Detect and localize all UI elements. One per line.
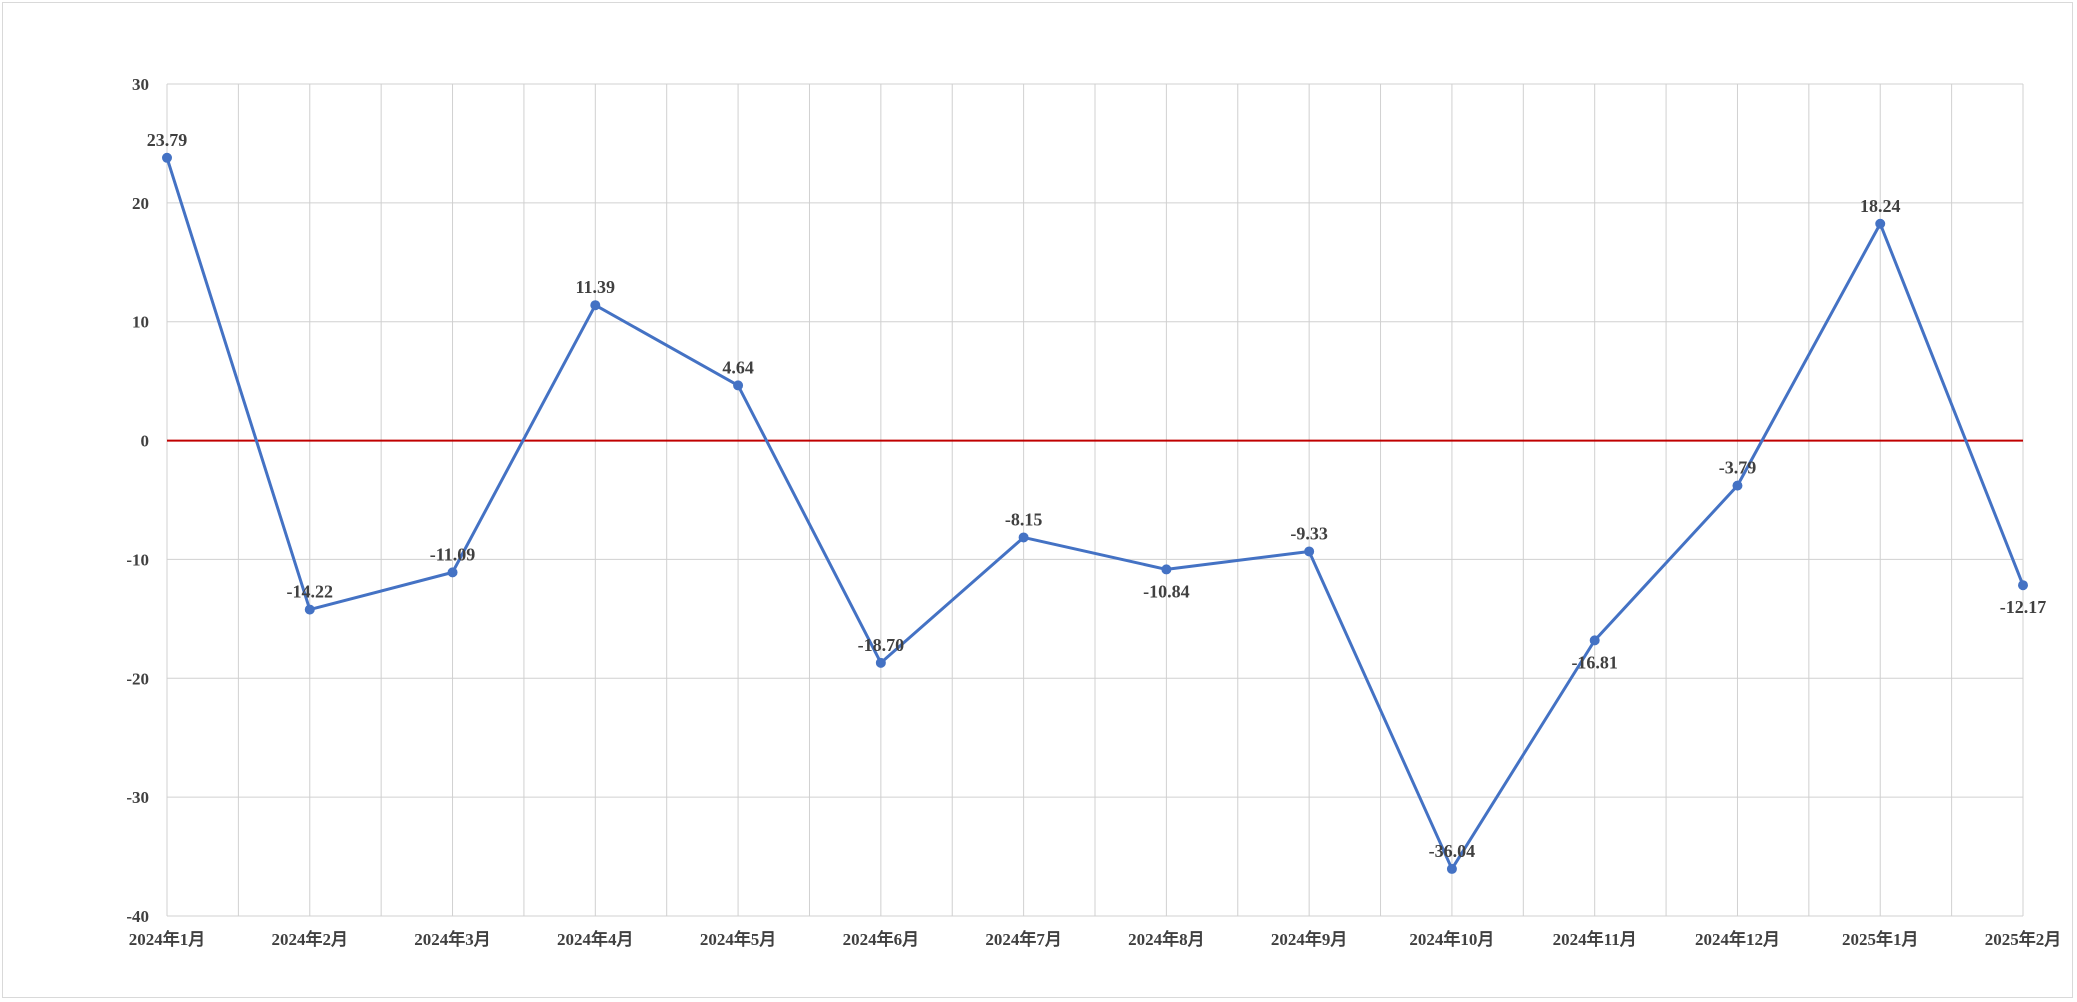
x-tick-label: 2024年3月 [414, 929, 491, 949]
data-point [590, 300, 601, 311]
data-label: -14.22 [287, 582, 334, 602]
data-point [304, 604, 315, 615]
x-tick-label: 2024年2月 [272, 929, 349, 949]
series-line [165, 157, 2025, 871]
data-label: -10.84 [1143, 581, 1190, 601]
data-label: -11.09 [430, 544, 476, 564]
data-label: -8.15 [1005, 509, 1043, 529]
data-label: -36.04 [1429, 841, 1476, 861]
data-point [1875, 218, 1886, 229]
y-tick-label: 20 [132, 194, 149, 213]
y-tick-label: 30 [132, 75, 149, 94]
x-tick-label: 2024年7月 [985, 929, 1062, 949]
data-label: 11.39 [576, 277, 616, 297]
data-label: -3.79 [1719, 458, 1757, 478]
y-tick-label: 0 [141, 432, 150, 451]
data-point [1304, 546, 1315, 557]
x-tick-label: 2024年5月 [700, 929, 777, 949]
data-label: 23.79 [147, 130, 188, 150]
data-label: 18.24 [1860, 196, 1901, 216]
x-tick-label: 2024年6月 [843, 929, 920, 949]
data-point [1018, 532, 1029, 543]
data-point [1589, 635, 1600, 646]
x-tick-label: 2024年9月 [1271, 929, 1348, 949]
data-point [1732, 480, 1743, 491]
y-tick-label: -10 [126, 550, 149, 569]
y-tick-label: -30 [126, 788, 149, 807]
y-tick-label: -40 [126, 907, 149, 926]
data-point [447, 567, 458, 578]
data-label: -9.33 [1290, 523, 1328, 543]
y-tick-label: 10 [132, 313, 149, 332]
y-tick-label: -20 [126, 669, 149, 688]
x-tick-label: 2024年8月 [1128, 929, 1205, 949]
data-point [162, 152, 172, 163]
data-point [2018, 580, 2028, 591]
data-label: -16.81 [1571, 652, 1618, 672]
x-tick-label: 2024年4月 [557, 929, 634, 949]
data-label: -18.70 [858, 635, 905, 655]
data-label: -12.17 [2000, 597, 2047, 617]
x-tick-label: 2024年1月 [129, 929, 206, 949]
data-label: 4.64 [722, 357, 754, 377]
data-point [875, 657, 886, 668]
data-point [733, 380, 744, 391]
x-tick-label: 2025年1月 [1842, 929, 1919, 949]
data-point [1446, 863, 1457, 874]
x-tick-label: 2025年2月 [1985, 929, 2062, 949]
x-tick-label: 2024年11月 [1553, 929, 1637, 949]
x-tick-label: 2024年12月 [1695, 929, 1780, 949]
data-point [1161, 564, 1172, 575]
x-tick-label: 2024年10月 [1409, 929, 1494, 949]
